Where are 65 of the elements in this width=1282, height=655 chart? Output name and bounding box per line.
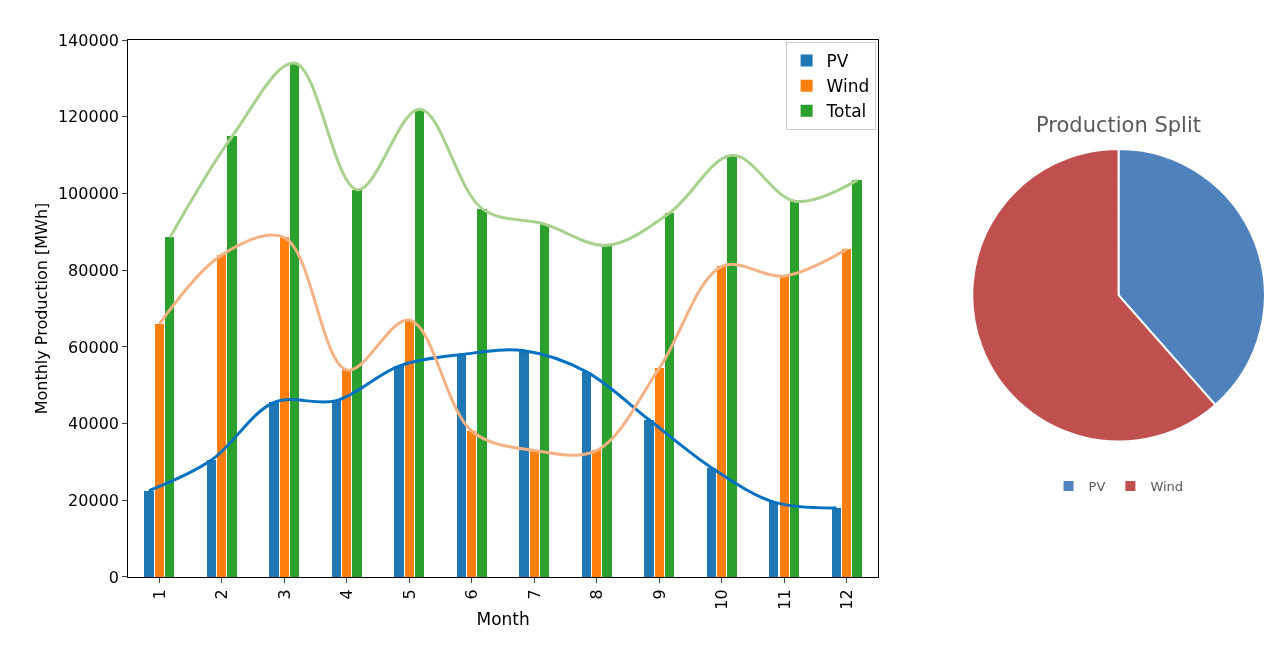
- bar: [144, 491, 155, 577]
- bar: [644, 420, 655, 577]
- bar: [290, 63, 300, 577]
- line-series: [147, 348, 839, 510]
- bar: [217, 255, 227, 577]
- bar: [165, 237, 175, 577]
- x-tick-label: 12: [837, 589, 857, 610]
- x-tick-label: 4: [337, 589, 357, 600]
- bar: [832, 508, 842, 577]
- bar: [530, 450, 540, 577]
- y-tick-label: 0: [108, 567, 119, 587]
- x-tick-label: 11: [774, 589, 794, 610]
- bar: [769, 502, 779, 577]
- bar: [790, 201, 800, 577]
- x-tick-label: 5: [399, 589, 419, 600]
- bar: [852, 180, 863, 577]
- bar: [727, 155, 738, 577]
- x-tick-label: 3: [274, 589, 294, 600]
- bar: [717, 266, 727, 577]
- y-tick-label: 120000: [57, 107, 119, 127]
- x-tick-label: 1: [149, 589, 169, 600]
- bar: [655, 368, 665, 577]
- bar: [467, 431, 477, 577]
- x-tick-label: 9: [649, 589, 669, 600]
- legend-label: Wind: [1150, 479, 1184, 495]
- x-axis-title: Month: [476, 609, 530, 630]
- bar: [227, 136, 238, 577]
- chart-title: Production Split: [1036, 113, 1201, 137]
- y-tick-label: 40000: [68, 414, 119, 434]
- y-axis-title: Monthly Production [MWh]: [31, 202, 51, 415]
- bar: [602, 245, 613, 577]
- bar: [477, 209, 488, 577]
- bar: [269, 402, 280, 577]
- legend-label: PV: [1088, 479, 1106, 495]
- bar: [332, 400, 342, 577]
- bar: [342, 370, 352, 577]
- x-tick-label: 7: [524, 589, 544, 600]
- bar: [155, 324, 165, 577]
- y-tick-label: 60000: [68, 337, 119, 357]
- legend-label: Wind: [826, 76, 870, 97]
- y-tick-label: 80000: [68, 260, 119, 280]
- y-tick-label: 20000: [68, 490, 119, 510]
- bar: [780, 276, 790, 577]
- legend-label: Total: [825, 101, 867, 122]
- x-tick-label: 10: [712, 589, 732, 610]
- bar: [457, 354, 467, 577]
- bar: [519, 351, 530, 577]
- bar: [394, 366, 405, 577]
- bar: [415, 109, 425, 577]
- legend-label: PV: [826, 51, 849, 72]
- x-tick-label: 8: [587, 589, 607, 600]
- bar: [665, 213, 675, 577]
- bar: [207, 460, 217, 577]
- y-tick-label: 140000: [57, 30, 119, 50]
- x-tick-label: 6: [462, 589, 482, 600]
- bar: [592, 450, 602, 577]
- bar: [280, 237, 290, 577]
- bar: [540, 224, 550, 577]
- y-tick-label: 100000: [57, 184, 119, 204]
- bar: [405, 320, 415, 577]
- bar: [582, 372, 592, 577]
- x-tick-label: 2: [212, 589, 232, 600]
- bar: [352, 190, 363, 577]
- bar: [707, 468, 717, 577]
- bar: [842, 249, 852, 577]
